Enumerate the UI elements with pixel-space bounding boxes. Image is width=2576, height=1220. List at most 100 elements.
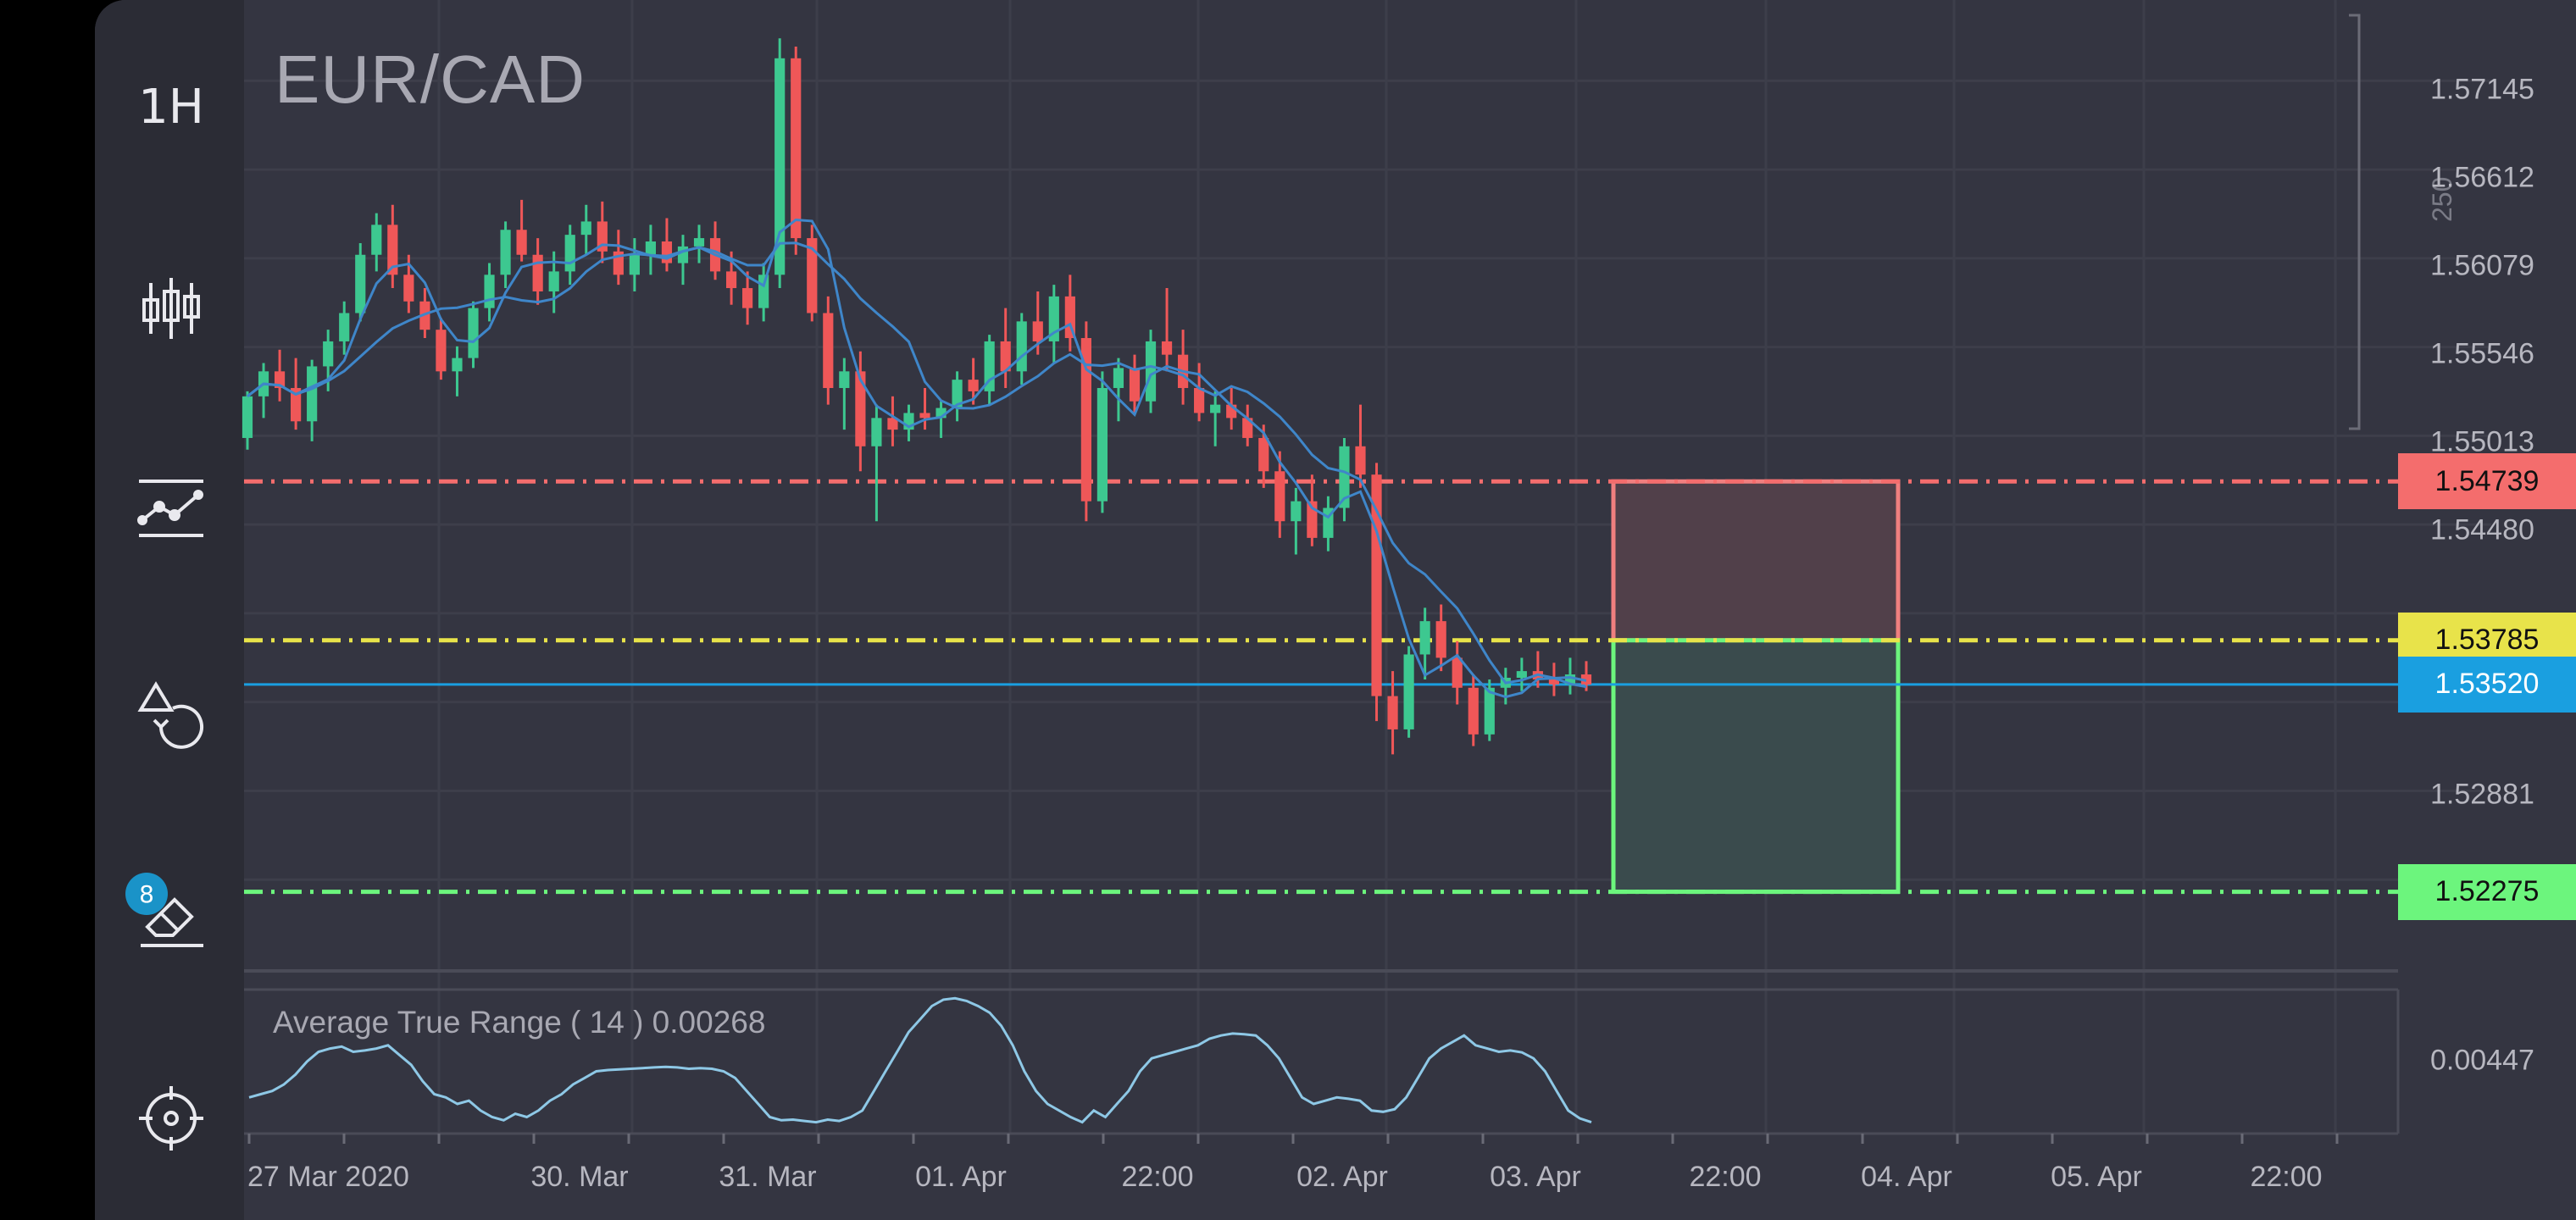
candle-body <box>339 313 350 341</box>
candle-body <box>1194 387 1205 413</box>
eraser-icon <box>141 897 203 947</box>
price-axis-label: 1.56612 <box>2430 161 2534 194</box>
candle-body <box>468 308 479 358</box>
candle-body <box>1016 321 1027 372</box>
candle-body <box>532 254 543 291</box>
price-axis-label: 1.55546 <box>2430 337 2534 370</box>
date-axis-label: 03. Apr <box>1490 1161 1581 1193</box>
price-axis-label: 1.57145 <box>2430 73 2534 106</box>
candle-body <box>1145 341 1157 402</box>
current-price-tag[interactable]: 1.53520 <box>2398 656 2576 713</box>
target-price-tag[interactable]: 1.52275 <box>2398 863 2576 920</box>
candle-body <box>1371 474 1382 696</box>
candle-body <box>242 396 253 438</box>
candle-body <box>645 241 656 255</box>
candle-body <box>791 58 802 239</box>
candle-body <box>1484 687 1495 735</box>
candle-body <box>1258 437 1269 472</box>
candle-body <box>307 366 318 422</box>
candle-body <box>725 271 737 289</box>
date-axis-label: 22:00 <box>1121 1161 1194 1193</box>
candle-body <box>1113 368 1124 388</box>
date-axis-label: 27 Mar 2020 <box>247 1161 409 1193</box>
eraser-button[interactable] <box>129 873 214 957</box>
price-axis-label: 1.52881 <box>2430 778 2534 811</box>
candle-body <box>1516 671 1527 678</box>
candle-body <box>371 225 382 255</box>
candle-body <box>419 301 430 330</box>
date-axis-label: 22:00 <box>2250 1161 2323 1193</box>
volume-bracket <box>2349 14 2361 430</box>
indicators-button[interactable] <box>129 466 214 551</box>
candle-body <box>693 238 705 247</box>
candle-body <box>355 254 366 313</box>
stop-price-tag[interactable]: 1.54739 <box>2398 453 2576 510</box>
chart-type-button[interactable] <box>129 266 214 351</box>
candle-body <box>1403 654 1414 729</box>
candle-body <box>1291 501 1302 522</box>
candle-body <box>403 274 414 302</box>
candle-body <box>580 221 591 236</box>
candle-body <box>564 235 575 272</box>
candle-body <box>952 380 963 408</box>
candle-body <box>323 341 334 367</box>
date-axis-label: 02. Apr <box>1296 1161 1388 1193</box>
candle-body <box>855 371 866 446</box>
candle-body <box>500 230 511 275</box>
candle-body <box>1129 368 1141 402</box>
price-axis-label: 1.54480 <box>2430 513 2534 546</box>
candle-body <box>1435 621 1446 658</box>
candle-body <box>677 246 689 263</box>
timeframe-label: 1H <box>138 79 204 135</box>
candle-body <box>1096 387 1108 502</box>
candle-body <box>452 358 463 372</box>
candle-body <box>807 238 818 313</box>
drawings-count-badge: 8 <box>125 873 168 915</box>
candle-body <box>1000 341 1011 372</box>
candle-body <box>629 254 640 275</box>
drawing-tools-button[interactable] <box>129 673 214 757</box>
stop-loss-zone <box>1611 479 1901 643</box>
candle-body <box>1064 296 1075 339</box>
chart-app: 1H <box>95 0 2576 1220</box>
crosshair-icon <box>139 1086 203 1151</box>
candle-body <box>887 418 898 430</box>
candle-body <box>871 418 882 446</box>
moving-average-line <box>247 241 1587 689</box>
price-axis-label: 1.56079 <box>2430 249 2534 282</box>
candle-body <box>436 330 447 372</box>
candle-body <box>1468 687 1479 735</box>
candle-body <box>1355 446 1366 475</box>
candle-body <box>1387 696 1398 729</box>
candle-body <box>484 274 495 308</box>
candle-body <box>548 271 559 291</box>
candle-body <box>291 387 302 422</box>
candle-body <box>1339 446 1350 508</box>
price-axis-label: 1.55013 <box>2430 425 2534 458</box>
candle-body <box>742 288 753 308</box>
candle-body <box>1564 674 1576 685</box>
price-chart[interactable] <box>95 0 2576 1220</box>
crosshair-button[interactable] <box>129 1076 214 1161</box>
candle-body <box>1080 338 1091 502</box>
candle-body <box>1548 679 1560 685</box>
timeframe-button[interactable]: 1H <box>129 64 214 149</box>
candle-body <box>387 225 398 275</box>
toolbar-sidebar: 1H <box>95 0 244 1220</box>
candle-body <box>823 313 834 388</box>
shapes-icon <box>137 681 203 749</box>
candle-body <box>1161 341 1173 355</box>
date-axis-label: 30. Mar <box>530 1161 629 1193</box>
candle-body <box>1274 471 1285 522</box>
date-axis-label: 04. Apr <box>1861 1161 1952 1193</box>
candle-body <box>774 58 786 275</box>
moving-average-line <box>247 218 1587 699</box>
candle-body <box>1452 657 1463 688</box>
take-profit-zone <box>1611 638 1901 895</box>
candle-body <box>968 380 979 391</box>
date-axis-label: 01. Apr <box>915 1161 1007 1193</box>
candle-body <box>758 274 769 308</box>
candle-body <box>919 413 930 419</box>
date-axis-label: 31. Mar <box>719 1161 817 1193</box>
symbol-title: EUR/CAD <box>275 42 586 117</box>
